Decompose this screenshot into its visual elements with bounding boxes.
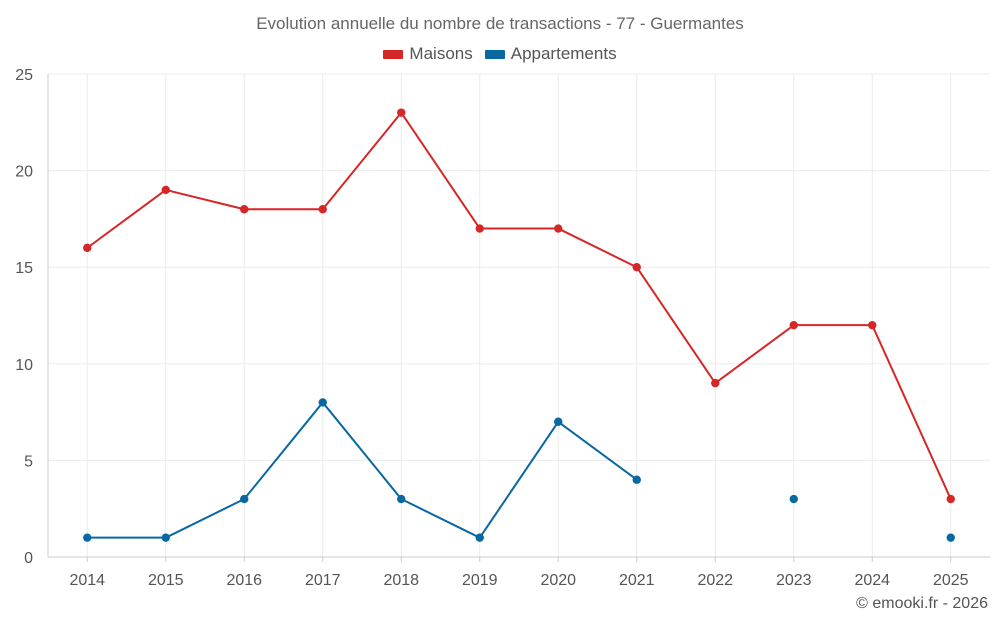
x-tick-label: 2016 <box>226 572 262 589</box>
data-point-maisons <box>946 494 955 504</box>
x-tick-label: 2025 <box>933 572 969 589</box>
x-tick-label: 2024 <box>854 572 890 589</box>
data-point-maisons <box>554 224 563 233</box>
data-point-maisons <box>632 263 641 272</box>
data-point-maisons <box>240 205 249 214</box>
data-point-appartements <box>161 533 170 542</box>
data-point-maisons <box>397 108 406 117</box>
legend-item-appartements[interactable]: Appartements <box>484 44 617 64</box>
data-point-maisons <box>83 243 92 253</box>
legend-swatch-appartements <box>484 49 505 59</box>
x-tick-label: 2023 <box>776 572 812 589</box>
data-point-maisons <box>318 205 327 214</box>
data-point-maisons <box>868 320 877 330</box>
y-tick-label: 10 <box>15 357 33 374</box>
y-tick-label: 15 <box>15 260 33 277</box>
x-tick-label: 2022 <box>697 572 733 589</box>
data-point-appartements <box>397 494 406 504</box>
credit-text: © emooki.fr - 2026 <box>856 595 988 612</box>
legend-swatch-maisons <box>383 49 404 59</box>
data-point-maisons <box>711 378 720 388</box>
data-point-appartements <box>554 417 563 426</box>
y-tick-label: 0 <box>24 550 33 567</box>
y-tick-label: 5 <box>24 453 33 470</box>
data-point-appartements <box>240 494 249 504</box>
series-line-appartements <box>87 402 951 537</box>
chart-legend: Maisons Appartements <box>0 44 1000 64</box>
data-point-maisons <box>789 320 798 330</box>
data-point-appartements <box>789 494 798 504</box>
x-tick-label: 2017 <box>305 572 341 589</box>
legend-item-maisons[interactable]: Maisons <box>383 44 473 64</box>
x-tick-label: 2019 <box>462 572 498 589</box>
data-point-appartements <box>475 533 484 542</box>
legend-label-maisons: Maisons <box>409 44 473 63</box>
legend-label-appartements: Appartements <box>510 44 617 63</box>
data-point-appartements <box>318 398 327 407</box>
y-tick-label: 25 <box>15 67 33 84</box>
x-tick-label: 2015 <box>148 572 184 589</box>
y-tick-label: 20 <box>15 164 33 181</box>
x-tick-label: 2018 <box>383 572 419 589</box>
chart-title: Evolution annuelle du nombre de transact… <box>256 14 744 33</box>
x-tick-label: 2021 <box>619 572 655 589</box>
data-point-maisons <box>475 224 484 233</box>
x-tick-label: 2020 <box>540 572 576 589</box>
data-point-appartements <box>632 475 641 484</box>
series-line-maisons <box>86 111 952 500</box>
data-point-appartements <box>83 533 92 542</box>
x-tick-label: 2014 <box>69 572 105 589</box>
data-point-maisons <box>161 185 170 195</box>
data-point-appartements <box>946 533 955 542</box>
